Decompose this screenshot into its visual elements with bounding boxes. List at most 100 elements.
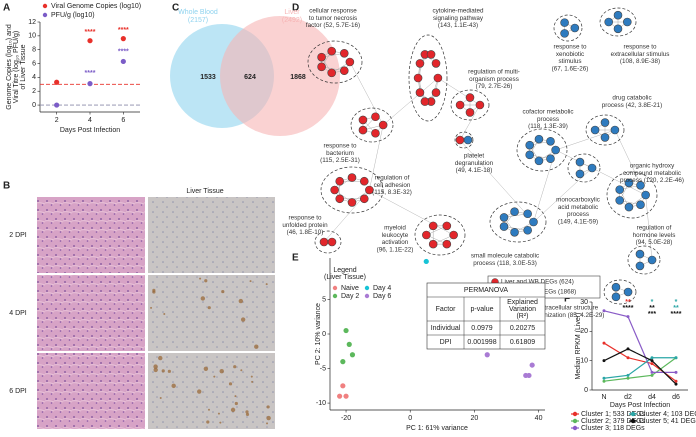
stain-speck: [171, 383, 176, 389]
network-node: [463, 135, 473, 145]
cluster-label: compound metabolic: [623, 170, 681, 177]
point: [423, 258, 429, 265]
cluster-label: hormone levels: [633, 232, 676, 239]
network-node: [590, 125, 600, 135]
y-tick-label: 4: [32, 74, 36, 81]
network-node: [499, 213, 509, 222]
point: [674, 356, 678, 360]
network-node: [455, 135, 465, 145]
network-node: [335, 176, 345, 186]
network-node: [575, 157, 585, 167]
cluster-label: acid metabolic: [558, 204, 598, 211]
x-tick-label: d2: [624, 394, 632, 401]
point: [626, 315, 630, 319]
point: [602, 341, 606, 345]
stain-speck: [219, 368, 224, 374]
network-node: [442, 239, 452, 249]
cluster-label: (94, 5.0E-28): [636, 239, 673, 246]
table-cell: Individual: [431, 325, 461, 332]
network-node: [635, 249, 645, 259]
y-tick-label: 12: [28, 19, 36, 26]
network-node: [546, 154, 555, 164]
network-node: [422, 230, 431, 240]
stain-speck: [234, 401, 238, 406]
point: [602, 359, 606, 363]
legend-label: Viral Genome Copies (log10): [51, 3, 141, 10]
point: [526, 372, 532, 379]
legend-label: Liver and WB DEGs (624): [501, 279, 574, 286]
legend-label: Day 6: [373, 293, 391, 300]
venn-set-count: (2157): [188, 17, 208, 24]
table-cell: 0.001998: [467, 339, 496, 346]
network-node: [442, 221, 452, 231]
legend-marker: [42, 3, 48, 9]
annotation: **: [649, 305, 655, 312]
cluster-label: regulation of: [637, 225, 672, 232]
network-node: [523, 209, 532, 219]
point: [650, 362, 654, 366]
venn-set-name: Whole Blood: [178, 9, 218, 16]
y-tick-label: 6: [32, 60, 36, 67]
x-axis-label: Days Post Infection: [610, 402, 670, 409]
y-axis-label: Viral Titre (log₁₀ PFU/g): [13, 31, 20, 103]
network-node: [358, 115, 368, 125]
ihc-image: [148, 275, 275, 351]
panel-label: C: [172, 3, 179, 14]
stain-speck: [238, 298, 244, 304]
point: [120, 58, 126, 65]
table-header: Explained: [507, 299, 538, 306]
network-node: [529, 217, 538, 227]
point: [337, 393, 343, 399]
network-node: [636, 181, 645, 190]
network-node: [600, 118, 610, 127]
series-line: [603, 342, 677, 382]
stain-speck: [203, 366, 209, 371]
y-tick-label: 8: [32, 47, 36, 54]
stain-speck: [266, 422, 269, 425]
network-node: [465, 108, 475, 117]
cluster-label: stimulus: [558, 58, 581, 65]
stain-speck: [153, 367, 158, 373]
network-node: [636, 200, 645, 209]
legend-title: Legend: [333, 267, 356, 274]
network-node: [604, 17, 614, 27]
point: [54, 102, 60, 108]
cluster-label: (115, 8.3E-32): [372, 189, 412, 196]
y-tick-label: -5: [320, 365, 326, 372]
point: [529, 362, 535, 368]
cluster-label: cellular response: [309, 8, 357, 15]
panel-label: A: [3, 3, 10, 14]
legend-marker: [630, 418, 636, 424]
stain-speck: [228, 382, 233, 386]
stain-speck: [266, 415, 271, 421]
legend-label: Cluster 5; 41 DEGs: [639, 418, 696, 425]
row-label: 4 DPI: [9, 310, 27, 317]
annotation: ****: [85, 29, 96, 36]
point: [650, 356, 654, 360]
stain-speck: [207, 408, 210, 411]
cluster-label: unfolded protein: [282, 222, 328, 229]
network-node: [510, 227, 519, 237]
cluster-label: platelet: [464, 153, 485, 160]
network-node: [420, 97, 430, 106]
point: [674, 370, 678, 374]
table-header: p-value: [471, 306, 494, 313]
cluster-outline: [606, 171, 658, 219]
cluster-label: monocarboxylic: [556, 197, 600, 204]
y-tick-label: 10: [28, 33, 36, 40]
stain-speck: [265, 283, 268, 286]
y-tick-label: 5: [322, 296, 326, 303]
venn-set: [220, 16, 340, 136]
permanova-table: PERMANOVA Factor p-value ExplainedVariation…: [426, 282, 546, 350]
network-node: [465, 93, 475, 102]
stain-speck: [240, 369, 243, 372]
stain-speck: [167, 369, 171, 373]
stain-speck: [219, 421, 222, 424]
table-cell: DPI: [440, 339, 452, 346]
microscopy-title: Liver Tissue: [186, 188, 223, 195]
network-node: [611, 292, 621, 302]
cluster-outline: [603, 279, 637, 305]
network-node: [613, 10, 623, 20]
cluster-label: process (118, 3.0E-53): [473, 260, 537, 267]
legend-marker: [572, 411, 578, 417]
